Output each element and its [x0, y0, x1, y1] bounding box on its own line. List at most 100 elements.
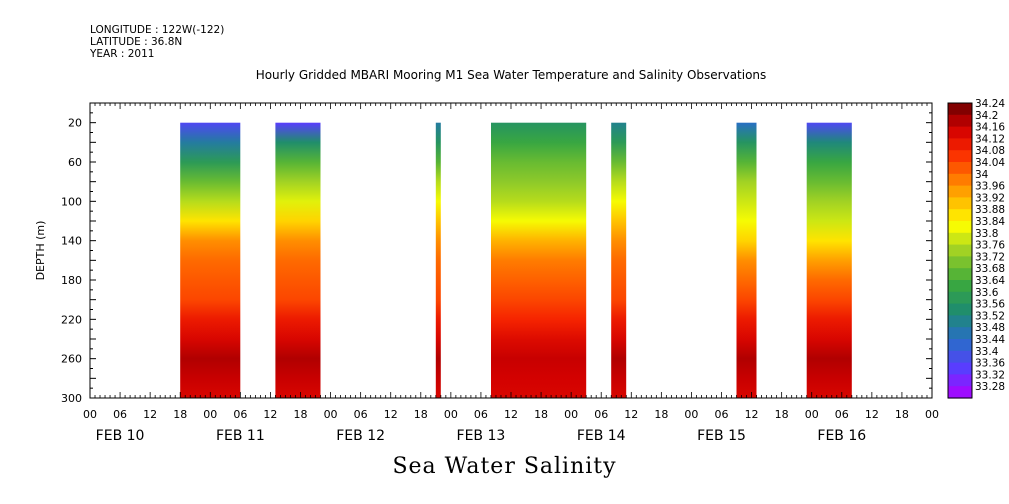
day-label: FEB 10 — [96, 428, 145, 444]
colorbar-label: 33.88 — [975, 204, 1005, 216]
colorbar-swatch — [948, 221, 972, 234]
colorbar-swatch — [948, 291, 972, 305]
x-tick-label: 00 — [83, 408, 97, 421]
colorbar-swatch — [948, 244, 972, 257]
data-block — [611, 122, 627, 398]
colorbar-swatch — [948, 209, 972, 222]
x-tick-label: 12 — [865, 408, 879, 421]
x-tick-label: 06 — [594, 408, 608, 421]
x-tick-label: 00 — [805, 408, 819, 421]
y-tick-label: 60 — [68, 156, 82, 169]
colorbar-label: 34.24 — [975, 98, 1005, 110]
x-tick-label: 00 — [444, 408, 458, 421]
x-tick-label: 06 — [354, 408, 368, 421]
x-tick-label: 06 — [715, 408, 729, 421]
colorbar-swatch — [948, 327, 972, 340]
axes: 20 60 100 140 180 220 260 300 DEPTH (m) 00 06 12 18 0… — [34, 102, 939, 444]
x-tick-label: 12 — [143, 408, 157, 421]
x-tick-label: 06 — [233, 408, 247, 421]
colorbar-swatch — [948, 256, 972, 269]
colorbar-swatch — [948, 339, 972, 352]
day-label: FEB 13 — [457, 428, 506, 444]
colorbar-swatch — [948, 185, 972, 198]
colorbar-label: 34 — [975, 169, 989, 181]
x-tick-label: 00 — [925, 408, 939, 421]
colorbar-label: 33.4 — [975, 346, 999, 358]
x-tick-label: 12 — [624, 408, 638, 421]
data-block — [180, 122, 241, 398]
colorbar-label: 33.8 — [975, 228, 998, 240]
colorbar-swatch — [948, 126, 972, 139]
y-tick-label: 300 — [61, 392, 82, 405]
x-tick-label: 06 — [474, 408, 488, 421]
y-tick-label: 100 — [61, 195, 82, 208]
colorbar-label: 33.76 — [975, 240, 1005, 252]
colorbar-label: 33.52 — [975, 310, 1005, 322]
x-tick-label: 18 — [414, 408, 428, 421]
y-tick-label: 220 — [61, 313, 82, 326]
colorbar-swatch — [948, 150, 972, 163]
longitude-label: LONGITUDE : 122W(-122) — [90, 24, 225, 36]
colorbar-label: 33.68 — [975, 263, 1005, 275]
data-block — [736, 122, 757, 398]
x-tick-label: 18 — [294, 408, 308, 421]
x-tick-label: 12 — [504, 408, 518, 421]
day-label: FEB 12 — [336, 428, 385, 444]
x-tick-label: 18 — [534, 408, 548, 421]
colorbar-label: 33.48 — [975, 322, 1005, 334]
location-info: LONGITUDE : 122W(-122) LATITUDE : 36.8N … — [90, 24, 224, 60]
x-tick-label: 00 — [564, 408, 578, 421]
x-tick-label: 18 — [775, 408, 789, 421]
x-tick-label: 06 — [113, 408, 127, 421]
colorbar-swatch — [948, 103, 972, 116]
data-block — [491, 122, 587, 398]
day-label: FEB 11 — [216, 428, 265, 444]
chart-title: Hourly Gridded MBARI Mooring M1 Sea Wate… — [255, 68, 767, 82]
data-block — [806, 122, 852, 398]
colorbar-swatch — [948, 138, 972, 151]
latitude-label: LATITUDE : 36.8N — [90, 36, 183, 48]
year-label: YEAR : 2011 — [90, 48, 155, 60]
day-label: FEB 16 — [817, 428, 866, 444]
colorbar: 34.2434.234.1634.1234.0834.043433.9633.9… — [947, 98, 1005, 399]
colorbar-swatch — [948, 232, 972, 246]
x-tick-label: 18 — [654, 408, 668, 421]
y-tick-label: 180 — [61, 274, 82, 287]
colorbar-label: 34.04 — [975, 157, 1005, 169]
day-label: FEB 15 — [697, 428, 746, 444]
colorbar-swatch — [948, 197, 972, 210]
colorbar-swatch — [948, 303, 972, 316]
colorbar-swatch — [948, 374, 972, 387]
colorbar-swatch — [948, 173, 972, 187]
colorbar-label: 34.2 — [975, 110, 998, 122]
x-tick-label: 06 — [835, 408, 849, 421]
x-tick-label: 00 — [324, 408, 338, 421]
colorbar-label: 33.96 — [975, 181, 1005, 193]
colorbar-label: 33.56 — [975, 299, 1005, 311]
colorbar-swatch — [948, 362, 972, 375]
x-tick-label: 12 — [263, 408, 277, 421]
variable-label: Sea Water Salinity — [392, 454, 617, 479]
colorbar-swatch — [948, 315, 972, 328]
colorbar-label: 33.72 — [975, 251, 1005, 263]
data-block — [275, 122, 321, 398]
colorbar-label: 34.08 — [975, 145, 1005, 157]
x-tick-label: 00 — [684, 408, 698, 421]
colorbar-swatch — [948, 162, 972, 175]
x-tick-label: 12 — [745, 408, 759, 421]
y-tick-label: 20 — [68, 117, 82, 130]
day-label: FEB 14 — [577, 428, 626, 444]
colorbar-label: 34.16 — [975, 122, 1005, 134]
colorbar-label: 33.28 — [975, 381, 1005, 393]
colorbar-label: 33.64 — [975, 275, 1005, 287]
colorbar-swatch — [948, 386, 972, 399]
data-blocks — [180, 122, 852, 398]
x-tick-label: 18 — [173, 408, 187, 421]
data-block — [435, 122, 441, 398]
colorbar-label: 33.6 — [975, 287, 999, 299]
colorbar-swatch — [948, 350, 972, 364]
y-axis-label: DEPTH (m) — [34, 221, 47, 281]
y-tick-label: 260 — [61, 353, 82, 366]
colorbar-label: 34.12 — [975, 133, 1005, 145]
